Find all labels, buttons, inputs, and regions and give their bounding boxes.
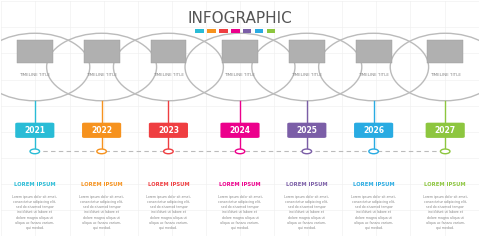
Text: 2026: 2026 [363,126,384,135]
Text: 2022: 2022 [91,126,112,135]
Text: TIMELINE TITLE: TIMELINE TITLE [153,73,184,77]
FancyBboxPatch shape [356,40,392,64]
Text: 2027: 2027 [435,126,456,135]
FancyBboxPatch shape [289,40,324,64]
FancyBboxPatch shape [219,29,228,33]
FancyBboxPatch shape [267,29,276,33]
Text: 2023: 2023 [158,126,179,135]
Text: Lorem ipsum dolor sit amet,
consectetur adipiscing elit,
sed do eiusmod tempor
i: Lorem ipsum dolor sit amet, consectetur … [423,195,468,230]
Text: Lorem ipsum dolor sit amet,
consectetur adipiscing elit,
sed do eiusmod tempor
i: Lorem ipsum dolor sit amet, consectetur … [12,195,57,230]
Text: Lorem ipsum dolor sit amet,
consectetur adipiscing elit,
sed do eiusmod tempor
i: Lorem ipsum dolor sit amet, consectetur … [284,195,329,230]
Circle shape [30,149,39,154]
FancyBboxPatch shape [243,29,252,33]
Text: TIMELINE TITLE: TIMELINE TITLE [19,73,50,77]
Text: LOREM IPSUM: LOREM IPSUM [81,182,122,187]
Text: LOREM IPSUM: LOREM IPSUM [424,182,466,187]
Text: 2025: 2025 [296,126,317,135]
FancyBboxPatch shape [354,123,393,138]
FancyBboxPatch shape [17,40,53,64]
FancyBboxPatch shape [426,123,465,138]
Text: Lorem ipsum dolor sit amet,
consectetur adipiscing elit,
sed do eiusmod tempor
i: Lorem ipsum dolor sit amet, consectetur … [351,195,396,230]
Text: LOREM IPSUM: LOREM IPSUM [14,182,56,187]
FancyBboxPatch shape [151,40,186,64]
Text: 2021: 2021 [24,126,45,135]
Circle shape [302,149,312,154]
Circle shape [97,149,107,154]
FancyBboxPatch shape [149,123,188,138]
Text: TIMELINE TITLE: TIMELINE TITLE [430,73,461,77]
FancyBboxPatch shape [84,40,120,64]
Circle shape [235,149,245,154]
Circle shape [441,149,450,154]
Text: TIMELINE TITLE: TIMELINE TITLE [291,73,322,77]
Text: TIMELINE TITLE: TIMELINE TITLE [86,73,117,77]
Circle shape [369,149,378,154]
Text: LOREM IPSUM: LOREM IPSUM [286,182,328,187]
Circle shape [164,149,173,154]
FancyBboxPatch shape [195,29,204,33]
FancyBboxPatch shape [287,123,326,138]
Text: LOREM IPSUM: LOREM IPSUM [219,182,261,187]
FancyBboxPatch shape [82,123,121,138]
Text: INFOGRAPHIC: INFOGRAPHIC [188,11,292,26]
Text: Lorem ipsum dolor sit amet,
consectetur adipiscing elit,
sed do eiusmod tempor
i: Lorem ipsum dolor sit amet, consectetur … [217,195,263,230]
Text: LOREM IPSUM: LOREM IPSUM [148,182,189,187]
Text: Lorem ipsum dolor sit amet,
consectetur adipiscing elit,
sed do eiusmod tempor
i: Lorem ipsum dolor sit amet, consectetur … [79,195,124,230]
FancyBboxPatch shape [15,123,54,138]
Text: TIMELINE TITLE: TIMELINE TITLE [225,73,255,77]
FancyBboxPatch shape [231,29,240,33]
FancyBboxPatch shape [207,29,216,33]
Text: 2024: 2024 [229,126,251,135]
FancyBboxPatch shape [220,123,260,138]
FancyBboxPatch shape [427,40,463,64]
Text: Lorem ipsum dolor sit amet,
consectetur adipiscing elit,
sed do eiusmod tempor
i: Lorem ipsum dolor sit amet, consectetur … [146,195,191,230]
FancyBboxPatch shape [222,40,258,64]
Text: TIMELINE TITLE: TIMELINE TITLE [358,73,389,77]
FancyBboxPatch shape [255,29,264,33]
Text: LOREM IPSUM: LOREM IPSUM [353,182,395,187]
